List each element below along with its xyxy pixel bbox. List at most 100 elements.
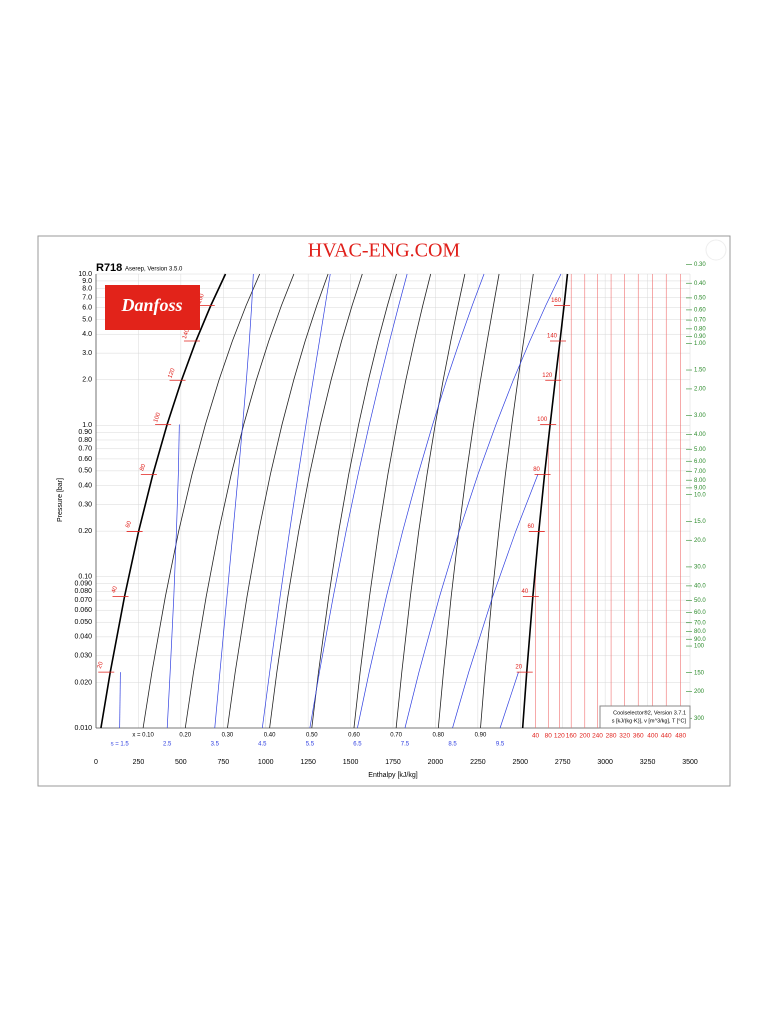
isochore-label: 4.00 [694, 432, 706, 438]
quality-label: 0.70 [390, 733, 402, 739]
isotherm-label: 40 [111, 585, 119, 594]
isentrope-label: 6.5 [353, 742, 362, 748]
isotherm-label: 160 [566, 733, 577, 740]
x-tick-label: 0 [94, 759, 98, 766]
isotherm-label: 120 [168, 367, 177, 379]
isentrope [357, 273, 485, 729]
x-tick-label: 2500 [512, 759, 528, 766]
isochore-label: 9.00 [694, 485, 706, 491]
isochore-label: 100 [694, 644, 705, 650]
isochore-label: 0.40 [694, 281, 706, 287]
x-tick-label: 1000 [258, 759, 274, 766]
isentrope [166, 424, 180, 729]
isentrope-label: 9.5 [496, 742, 505, 748]
x-tick-label: 1500 [343, 759, 359, 766]
isochore-label: 0.80 [694, 326, 706, 332]
quality-line [437, 273, 500, 729]
y-tick-label: 0.050 [74, 619, 92, 626]
isotherm-label: 160 [197, 292, 206, 304]
isochore-label: 3.00 [694, 413, 706, 419]
y-tick-label: 0.70 [78, 446, 92, 453]
isochore-label: 300 [694, 716, 705, 722]
isochore-label: 8.00 [694, 478, 706, 484]
quality-label: 0.50 [306, 733, 318, 739]
quality-line [269, 273, 363, 729]
x-tick-label: 3000 [597, 759, 613, 766]
quality-label: 0.90 [475, 733, 487, 739]
isotherm-label: 60 [527, 524, 534, 530]
isentrope [452, 474, 539, 729]
quality-label: 0.60 [348, 733, 360, 739]
quality-line [480, 273, 534, 729]
isentrope [499, 672, 519, 729]
isentrope-label: 4.5 [258, 742, 267, 748]
isochore-label: 40.0 [694, 583, 706, 589]
x-tick-label: 1750 [385, 759, 401, 766]
y-tick-label: 0.80 [78, 437, 92, 444]
y-tick-label: 0.030 [74, 653, 92, 660]
y-tick-label: 0.20 [78, 528, 92, 535]
quality-line [184, 273, 295, 729]
footer-box [599, 705, 691, 729]
isotherm-label: 280 [606, 733, 617, 740]
footer-line: Coolselector®2, Version 3.7.1 [613, 709, 686, 716]
isentrope-label: 8.5 [448, 742, 457, 748]
y-tick-label: 0.090 [74, 580, 92, 587]
refrigerant: R718 [96, 262, 122, 274]
isotherm-label: 200 [579, 733, 590, 740]
isochore-label: 7.00 [694, 469, 706, 475]
x-tick-label: 250 [133, 759, 145, 766]
isochore-label: 15.0 [694, 519, 706, 525]
quality-line [142, 273, 261, 729]
y-tick-label: 2.0 [82, 377, 92, 384]
y-tick-label: 0.040 [74, 634, 92, 641]
isochore-label: 80.0 [694, 629, 706, 635]
isentrope-label: 7.5 [401, 742, 410, 748]
x-tick-label: 1250 [300, 759, 316, 766]
isotherm-label: 360 [633, 733, 644, 740]
isochore-label: 20.0 [694, 538, 706, 544]
y-tick-label: 0.10 [78, 574, 92, 581]
isochore-label: 1.00 [694, 341, 706, 347]
quality-label: 0.80 [432, 733, 444, 739]
x-tick-label: 2000 [428, 759, 444, 766]
isochore-label: 10.0 [694, 492, 706, 498]
isochore-label: 0.90 [694, 334, 706, 340]
y-tick-label: 0.40 [78, 482, 92, 489]
y-tick-label: 0.30 [78, 501, 92, 508]
quality-line [395, 273, 466, 729]
saturation-line [100, 273, 227, 729]
y-tick-label: 7.0 [82, 294, 92, 301]
y-tick-label: 1.0 [82, 422, 92, 429]
isochore-label: 30.0 [694, 564, 706, 570]
y-tick-label: 0.60 [78, 456, 92, 463]
quality-label: 0.30 [222, 733, 234, 739]
version: Aserep, Version 3.5.0 [125, 267, 183, 273]
y-tick-label: 0.060 [74, 607, 92, 614]
isentrope-label: 5.5 [306, 742, 315, 748]
isochore-label: 150 [694, 670, 705, 676]
isotherm-label: 100 [537, 417, 548, 423]
quality-line [353, 273, 432, 729]
isotherm-label: 60 [125, 520, 133, 529]
isotherm-label: 480 [675, 733, 686, 740]
isentrope-label: s = 1.5 [111, 742, 130, 748]
isotherm-label: 400 [647, 733, 658, 740]
x-axis-label: Enthalpy [kJ/kg] [368, 772, 417, 779]
y-tick-label: 0.90 [78, 429, 92, 436]
isochore-label: 1.50 [694, 368, 706, 374]
quality-label: 0.40 [264, 733, 276, 739]
x-tick-label: 500 [175, 759, 187, 766]
isentrope [119, 672, 121, 729]
isochore-label: 6.00 [694, 459, 706, 465]
isotherm-label: 140 [547, 334, 558, 340]
y-axis-label: Pressure [bar] [57, 478, 64, 522]
y-tick-label: 0.080 [74, 588, 92, 595]
isotherm-label: 80 [139, 463, 147, 472]
isotherm-label: 20 [515, 665, 522, 671]
isotherm-label: 320 [619, 733, 630, 740]
y-tick-label: 9.0 [82, 278, 92, 285]
logo-text: Danfoss [120, 295, 182, 315]
x-tick-label: 3500 [682, 759, 698, 766]
x-tick-label: 2750 [555, 759, 571, 766]
